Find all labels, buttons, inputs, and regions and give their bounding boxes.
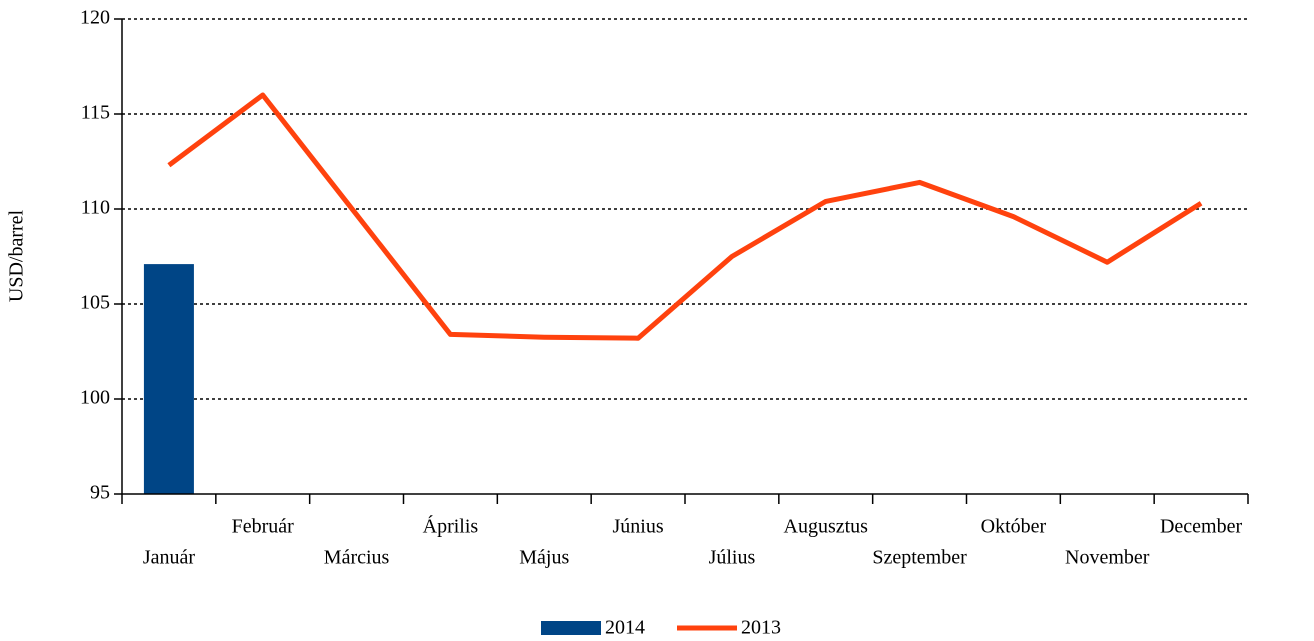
y-tick-label: 100 (80, 387, 110, 409)
line (167, 92, 1203, 341)
legend-label: 2013 (741, 617, 781, 639)
x-tick-label: Június (613, 516, 664, 538)
y-tick-label: 95 (90, 482, 110, 504)
x-tick-label: Március (324, 547, 390, 569)
x-tick-label: Május (519, 547, 569, 569)
y-axis-label: USD/barrel (6, 209, 28, 302)
x-tick-label: Augusztus (784, 516, 869, 538)
x-tick-label: Július (709, 547, 756, 569)
x-tick-label: Szeptember (872, 547, 967, 569)
bar (143, 264, 194, 494)
legend-swatch (541, 621, 601, 635)
y-tick-label: 115 (81, 102, 110, 124)
x-tick-label: November (1065, 547, 1150, 569)
x-tick-label: December (1160, 516, 1243, 538)
legend-label: 2014 (605, 617, 645, 639)
x-tick-label: Október (981, 516, 1047, 538)
x-tick-label: Február (232, 516, 295, 538)
y-tick-label: 105 (80, 292, 110, 314)
x-tick-label: Január (143, 547, 196, 569)
y-tick-label: 120 (80, 7, 110, 29)
x-tick-label: Április (423, 515, 479, 538)
y-tick-label: 110 (81, 197, 110, 219)
